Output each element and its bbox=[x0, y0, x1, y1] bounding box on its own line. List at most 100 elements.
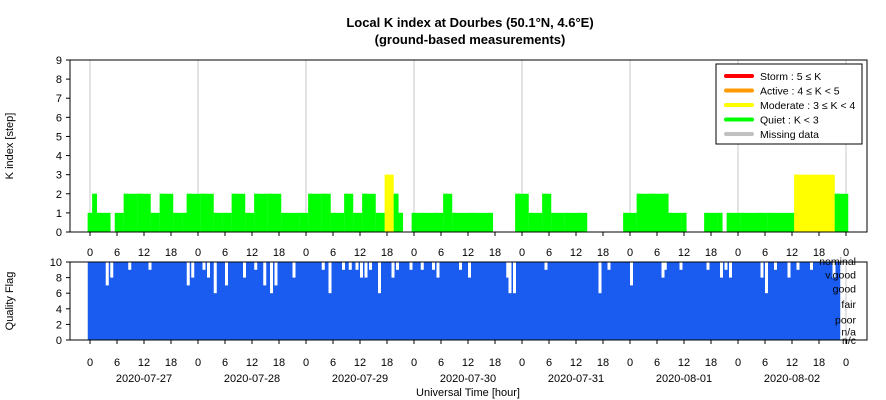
k-index-bar bbox=[308, 193, 322, 232]
quality-notch bbox=[254, 262, 258, 270]
quality-notch bbox=[506, 262, 510, 278]
q-x-tick-label: 0 bbox=[87, 357, 93, 369]
quality-notch bbox=[598, 262, 602, 294]
quality-notch bbox=[148, 262, 152, 270]
k-x-tick-label: 6 bbox=[654, 247, 660, 259]
k-index-bars bbox=[87, 174, 849, 232]
legend-label: Active : 4 ≤ K < 5 bbox=[760, 86, 840, 98]
q-x-tick-label: 6 bbox=[438, 357, 444, 369]
quality-notch bbox=[191, 262, 195, 278]
quality-notch bbox=[459, 262, 462, 270]
k-index-bar bbox=[173, 212, 183, 232]
quality-level-label: n/a bbox=[841, 326, 856, 338]
legend-label: Moderate : 3 ≤ K < 4 bbox=[760, 100, 856, 112]
k-index-y-label: K index [step] bbox=[4, 113, 16, 180]
q-x-tick-label: 6 bbox=[330, 357, 336, 369]
quality-notch bbox=[328, 262, 332, 294]
date-label: 2020-07-31 bbox=[548, 373, 604, 385]
k-x-tick-label: 12 bbox=[246, 247, 258, 259]
k-x-tick-label: 18 bbox=[165, 247, 177, 259]
date-label: 2020-07-29 bbox=[332, 373, 388, 385]
q-x-tick-label: 18 bbox=[165, 357, 177, 369]
k-index-bar bbox=[353, 212, 363, 232]
k-index-bar bbox=[726, 212, 741, 232]
k-index-bar bbox=[362, 193, 376, 232]
k-index-bar bbox=[267, 193, 282, 232]
q-x-tick-label: 12 bbox=[138, 357, 150, 369]
k-y-tick-label: 1 bbox=[56, 208, 62, 220]
k-y-tick-label: 3 bbox=[56, 170, 62, 182]
quality-notch bbox=[468, 262, 471, 278]
q-x-tick-label: 6 bbox=[654, 357, 660, 369]
k-index-bar bbox=[636, 193, 669, 232]
quality-notch bbox=[364, 262, 368, 278]
k-index-bar bbox=[375, 212, 385, 232]
k-index-bar bbox=[213, 212, 223, 232]
quality-flag-plot: 0 2 4 6 8 10 0 6 12 18 0 6 12 18 0 6 12 18 0 6 12 18 0 6 12 18 0 6… bbox=[4, 256, 868, 399]
quality-notch bbox=[706, 262, 710, 270]
quality-notch bbox=[436, 262, 440, 278]
k-index-bar bbox=[515, 193, 529, 232]
quality-notch bbox=[292, 262, 296, 278]
quality-notch bbox=[513, 262, 516, 294]
k-y-tick-label: 5 bbox=[56, 131, 62, 143]
q-x-tick-label: 0 bbox=[519, 357, 525, 369]
quality-notch bbox=[378, 262, 381, 294]
k-x-tick-label: 12 bbox=[354, 247, 366, 259]
q-x-tick-label: 18 bbox=[273, 357, 285, 369]
k-x-tick-label: 18 bbox=[597, 247, 609, 259]
k-x-tick-label: 18 bbox=[813, 247, 825, 259]
quality-notch bbox=[841, 262, 845, 278]
k-index-bar bbox=[551, 212, 565, 232]
quality-x-ticks: 0 6 12 18 0 6 12 18 0 6 12 18 0 6 12 18 0 6 12 18 0 6 12 18 0 6 12… bbox=[87, 340, 849, 369]
k-index-bar bbox=[123, 193, 138, 232]
k-x-tick-label: 6 bbox=[222, 247, 228, 259]
q-y-tick-label: 8 bbox=[56, 273, 62, 285]
k-index-bar bbox=[740, 212, 768, 232]
quality-level-label: v.good bbox=[825, 269, 856, 281]
q-x-tick-label: 18 bbox=[381, 357, 393, 369]
k-index-bar bbox=[159, 193, 174, 232]
q-y-tick-label: 6 bbox=[56, 288, 62, 300]
k-index-bar bbox=[281, 212, 300, 232]
quality-notch bbox=[128, 262, 132, 270]
quality-notch bbox=[630, 262, 633, 286]
k-x-tick-label: 0 bbox=[303, 247, 309, 259]
k-index-bar bbox=[767, 212, 795, 232]
quality-notch bbox=[607, 262, 611, 270]
k-index-bar bbox=[384, 174, 394, 232]
k-index-bar bbox=[452, 212, 493, 232]
quality-notch bbox=[663, 262, 667, 270]
quality-notch bbox=[274, 262, 278, 286]
date-labels: 2020-07-27 2020-07-28 2020-07-29 2020-07-30… bbox=[116, 373, 820, 385]
k-x-tick-label: 12 bbox=[462, 247, 474, 259]
k-index-bar bbox=[87, 212, 93, 232]
quality-notch bbox=[369, 262, 372, 270]
k-index-x-ticks: 0 6 12 18 0 6 12 18 0 6 12 18 0 6 12 18 0 6 12 18 0 6 12 18 0 6 12… bbox=[87, 232, 849, 259]
q-x-tick-label: 18 bbox=[489, 357, 501, 369]
k-x-tick-label: 18 bbox=[489, 247, 501, 259]
k-x-tick-label: 0 bbox=[627, 247, 633, 259]
quality-notch bbox=[110, 262, 114, 278]
k-index-bar bbox=[623, 212, 637, 232]
k-y-tick-label: 4 bbox=[56, 151, 62, 163]
quality-notch bbox=[729, 262, 732, 278]
quality-notch bbox=[679, 262, 683, 270]
k-index-bar bbox=[398, 212, 403, 232]
q-x-tick-label: 12 bbox=[462, 357, 474, 369]
k-index-bar bbox=[717, 212, 723, 232]
k-index-bar bbox=[834, 193, 849, 232]
quality-notch bbox=[270, 262, 273, 294]
quality-level-label: poor bbox=[835, 315, 857, 327]
quality-y-label: Quality Flag bbox=[4, 272, 16, 331]
quality-notch bbox=[787, 262, 791, 278]
k-index-bar bbox=[96, 212, 111, 232]
k-index-bar bbox=[92, 193, 97, 232]
quality-notch bbox=[391, 262, 395, 278]
q-y-tick-label: 2 bbox=[56, 319, 62, 331]
q-x-tick-label: 18 bbox=[597, 357, 609, 369]
q-x-tick-label: 0 bbox=[195, 357, 201, 369]
k-index-bar bbox=[114, 212, 124, 232]
quality-notch bbox=[724, 262, 728, 270]
